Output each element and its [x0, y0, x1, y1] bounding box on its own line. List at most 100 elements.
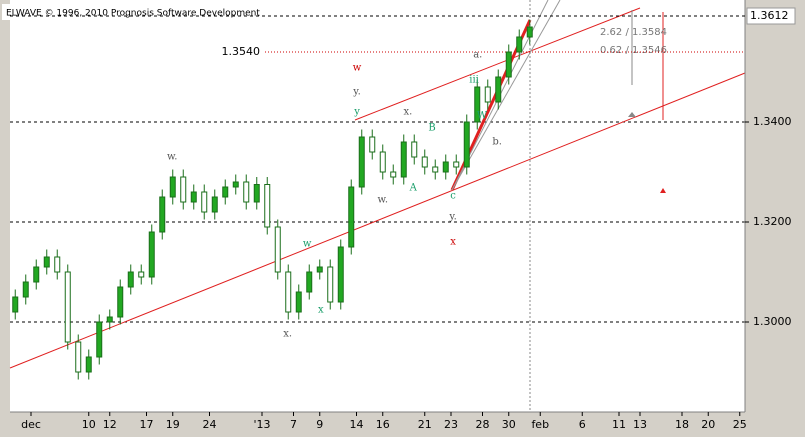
candle-body: [253, 184, 260, 203]
wave-label: y: [353, 107, 360, 118]
candle-body: [505, 51, 512, 78]
x-tick-label: 25: [733, 418, 747, 431]
candle: [64, 264, 71, 350]
candle: [474, 79, 481, 130]
x-tick-label: 30: [502, 418, 516, 431]
candle: [274, 219, 281, 280]
x-tick-label: 20: [701, 418, 715, 431]
candle: [327, 259, 334, 310]
last-price-label: 1.3612: [750, 9, 789, 22]
candle: [12, 289, 19, 320]
candle: [148, 224, 155, 285]
wave-label: w.: [167, 152, 178, 163]
candle-body: [169, 176, 176, 198]
x-tick-label: 18: [675, 418, 689, 431]
candle-body: [138, 271, 145, 278]
candle-body: [106, 316, 113, 323]
fan-line: [451, 0, 561, 191]
wave-label: w: [303, 239, 312, 250]
wave-label: x.: [283, 329, 292, 340]
candle-body: [264, 184, 271, 228]
wave-label: b.: [492, 137, 502, 148]
candle-body: [327, 266, 334, 303]
candle-body: [421, 156, 428, 168]
candle: [211, 189, 218, 220]
candle: [232, 174, 239, 195]
candle-body: [484, 86, 491, 103]
candle-body: [85, 356, 92, 373]
x-tick-label: '13: [253, 418, 270, 431]
candle: [22, 274, 29, 305]
x-tick-label: 7: [290, 418, 297, 431]
wave-label: B: [428, 123, 435, 134]
candle-body: [127, 271, 134, 288]
candle: [463, 114, 470, 175]
candle-body: [411, 141, 418, 158]
candle: [253, 177, 260, 210]
candle: [432, 159, 439, 180]
wave-label: x: [450, 237, 456, 248]
candle: [453, 154, 460, 175]
wave-label: c: [450, 191, 456, 202]
candle: [411, 134, 418, 165]
wave-label: w.: [377, 195, 388, 206]
candle-body: [33, 266, 40, 283]
candle: [400, 134, 407, 185]
wave-label: W: [477, 111, 488, 122]
candle-body: [211, 196, 218, 213]
candle-body: [54, 256, 61, 273]
candle-body: [64, 271, 71, 343]
candle-body: [22, 281, 29, 298]
candle-body: [474, 86, 481, 123]
candle-body: [190, 191, 197, 203]
x-tick-label: dec: [21, 418, 41, 431]
target-marker: [628, 112, 636, 117]
x-tick-label: 10: [82, 418, 96, 431]
candle-body: [463, 121, 470, 168]
wave-label: A: [409, 183, 418, 194]
candle: [516, 29, 523, 60]
candle-body: [148, 231, 155, 278]
candle: [358, 129, 365, 195]
candle-body: [369, 136, 376, 153]
candle-body: [526, 26, 533, 38]
chart-title: ELWAVE © 1996, 2010 Prognosis Software D…: [6, 9, 260, 19]
candle: [159, 189, 166, 240]
candle-body: [306, 271, 313, 293]
candle-body: [222, 186, 229, 198]
candle-body: [285, 271, 292, 313]
candle: [75, 334, 82, 380]
wave-label: y.: [352, 87, 361, 98]
candle: [85, 349, 92, 380]
plot-area: [10, 0, 745, 412]
candle: [369, 129, 376, 160]
channel-line: [354, 7, 641, 121]
target-marker: [660, 188, 666, 193]
candle: [337, 239, 344, 310]
wave-label: x.: [404, 107, 413, 118]
candle-body: [432, 166, 439, 173]
candle: [138, 264, 145, 285]
candle: [442, 154, 449, 180]
candle: [43, 249, 50, 275]
x-tick-label: 13: [633, 418, 647, 431]
fib-label: 2.62 / 1.3584: [600, 27, 667, 38]
x-tick-label: 21: [418, 418, 432, 431]
x-tick-label: feb: [531, 418, 549, 431]
wave-label: w: [353, 63, 362, 74]
candle: [505, 44, 512, 85]
candle-body: [390, 171, 397, 178]
candle-body: [295, 291, 302, 313]
x-tick-label: 16: [376, 418, 390, 431]
wave-label: a.: [473, 50, 482, 61]
candle: [180, 169, 187, 210]
candle: [96, 314, 103, 365]
candle: [169, 169, 176, 205]
wave-label: iii: [469, 75, 479, 86]
candle-body: [400, 141, 407, 178]
candle-body: [348, 186, 355, 248]
candle-body: [442, 161, 449, 173]
candle: [33, 259, 40, 290]
